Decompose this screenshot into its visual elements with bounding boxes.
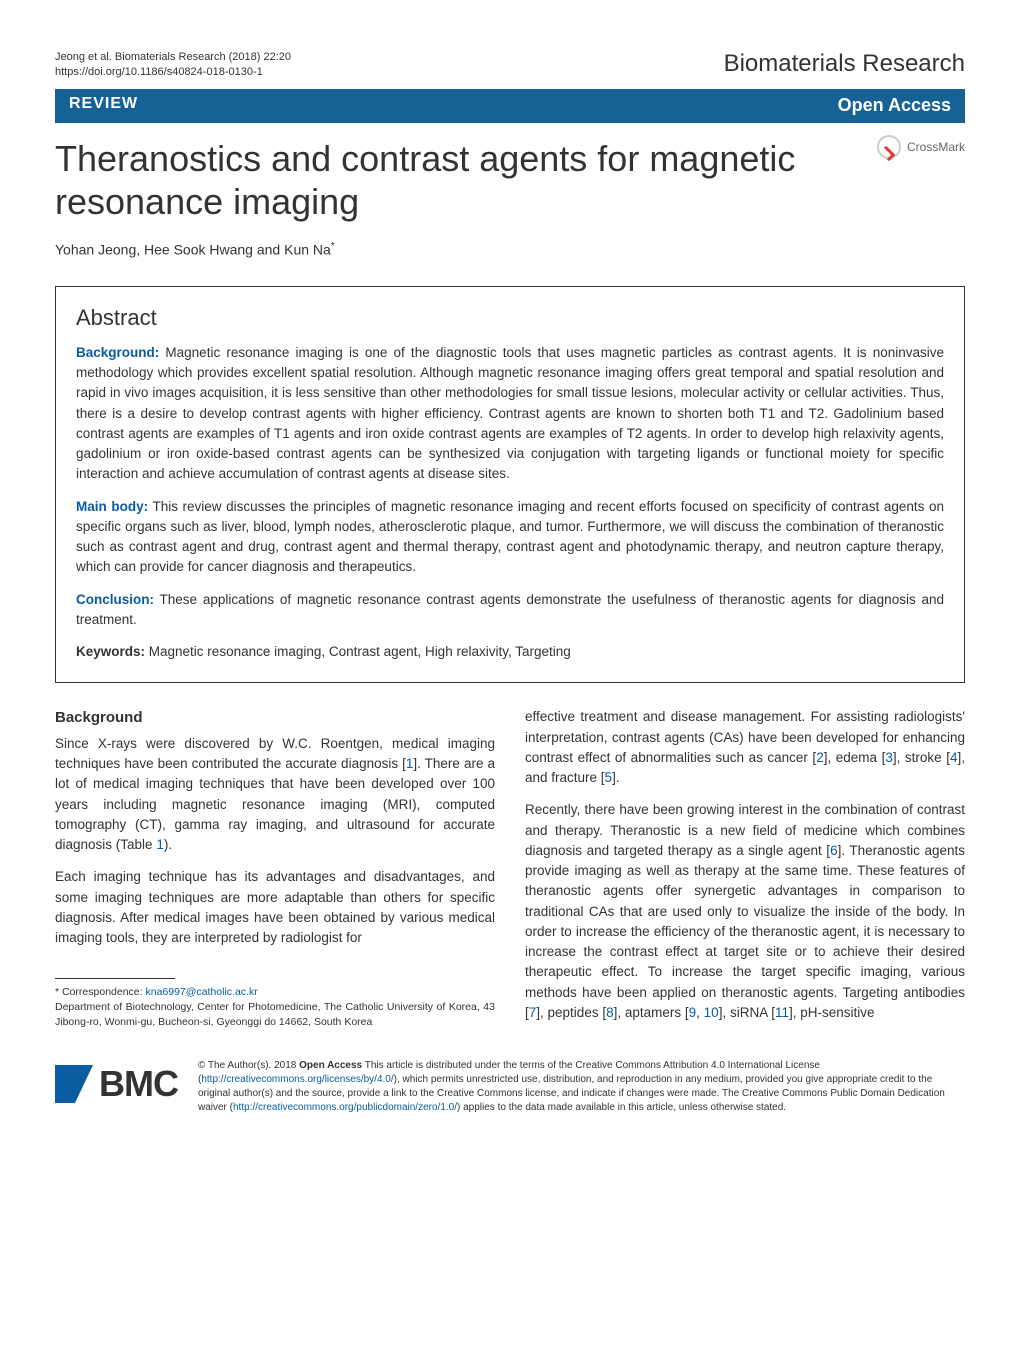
abstract-heading: Abstract xyxy=(76,305,944,331)
abstract-main-body: Main body: This review discusses the pri… xyxy=(76,497,944,578)
article-title: Theranostics and contrast agents for mag… xyxy=(55,137,965,223)
left-paragraph-2: Each imaging technique has its advantage… xyxy=(55,867,495,948)
crossmark-icon xyxy=(877,135,901,159)
footer: BMC © The Author(s). 2018 Open Access Th… xyxy=(55,1059,965,1115)
license-url-1[interactable]: http://creativecommons.org/licenses/by/4… xyxy=(201,1074,393,1085)
authors-line: Yohan Jeong, Hee Sook Hwang and Kun Na* xyxy=(55,241,965,258)
ref-11[interactable]: 11 xyxy=(775,1005,789,1020)
correspondence-email[interactable]: kna6997@catholic.ac.kr xyxy=(145,986,257,998)
abstract-conclusion-label: Conclusion: xyxy=(76,592,154,607)
abstract-conclusion: Conclusion: These applications of magnet… xyxy=(76,590,944,631)
abstract-box: Abstract Background: Magnetic resonance … xyxy=(55,286,965,684)
abstract-background: Background: Magnetic resonance imaging i… xyxy=(76,343,944,485)
right-paragraph-1: effective treatment and disease manageme… xyxy=(525,707,965,788)
ref-5[interactable]: 5 xyxy=(605,770,613,785)
abstract-background-label: Background: xyxy=(76,345,159,360)
correspondence-divider xyxy=(55,978,175,979)
open-access-label: Open Access xyxy=(824,89,965,123)
abstract-conclusion-text: These applications of magnetic resonance… xyxy=(76,592,944,627)
ref-6[interactable]: 6 xyxy=(830,843,838,858)
affiliation-text: Department of Biotechnology, Center for … xyxy=(55,1001,495,1028)
ref-9[interactable]: 9 xyxy=(689,1005,697,1020)
bmc-logo-icon xyxy=(55,1065,93,1103)
citation-line: Jeong et al. Biomaterials Research (2018… xyxy=(55,50,291,65)
license-text: © The Author(s). 2018 Open Access This a… xyxy=(198,1059,965,1115)
ref-8[interactable]: 8 xyxy=(606,1005,614,1020)
ref-10[interactable]: 10 xyxy=(704,1005,719,1020)
citation-block: Jeong et al. Biomaterials Research (2018… xyxy=(55,50,291,81)
abstract-background-text: Magnetic resonance imaging is one of the… xyxy=(76,345,944,482)
abstract-keywords: Keywords: Magnetic resonance imaging, Co… xyxy=(76,642,944,662)
correspondence-label: * Correspondence: xyxy=(55,986,145,998)
authors-text: Yohan Jeong, Hee Sook Hwang and Kun Na xyxy=(55,242,331,258)
review-banner: REVIEW Open Access xyxy=(55,89,965,123)
journal-name: Biomaterials Research xyxy=(724,50,965,78)
crossmark-badge[interactable]: CrossMark xyxy=(877,135,965,159)
crossmark-label: CrossMark xyxy=(907,140,965,154)
correspondence-block: * Correspondence: kna6997@catholic.ac.kr… xyxy=(55,985,495,1029)
header-row: Jeong et al. Biomaterials Research (2018… xyxy=(55,50,965,81)
page-root: Jeong et al. Biomaterials Research (2018… xyxy=(0,0,1020,1165)
left-column: Background Since X-rays were discovered … xyxy=(55,707,495,1035)
abstract-main-text: This review discusses the principles of … xyxy=(76,499,944,575)
bmc-logo-text: BMC xyxy=(99,1059,178,1109)
right-column: effective treatment and disease manageme… xyxy=(525,707,965,1035)
license-url-2[interactable]: http://creativecommons.org/publicdomain/… xyxy=(233,1102,457,1113)
keywords-label: Keywords: xyxy=(76,644,145,659)
bmc-logo: BMC xyxy=(55,1059,178,1109)
ref-3[interactable]: 3 xyxy=(885,750,893,765)
corresponding-marker: * xyxy=(331,241,335,252)
table-ref-1[interactable]: 1 xyxy=(156,837,164,852)
right-paragraph-2: Recently, there have been growing intere… xyxy=(525,800,965,1023)
banner-fill xyxy=(152,89,823,123)
body-columns: Background Since X-rays were discovered … xyxy=(55,707,965,1035)
open-access-bold: Open Access xyxy=(299,1060,362,1071)
doi-line: https://doi.org/10.1186/s40824-018-0130-… xyxy=(55,65,291,80)
ref-2[interactable]: 2 xyxy=(816,750,824,765)
abstract-main-label: Main body: xyxy=(76,499,148,514)
left-paragraph-1: Since X-rays were discovered by W.C. Roe… xyxy=(55,734,495,856)
review-label: REVIEW xyxy=(55,89,152,123)
background-heading: Background xyxy=(55,707,495,730)
keywords-text: Magnetic resonance imaging, Contrast age… xyxy=(145,644,571,659)
